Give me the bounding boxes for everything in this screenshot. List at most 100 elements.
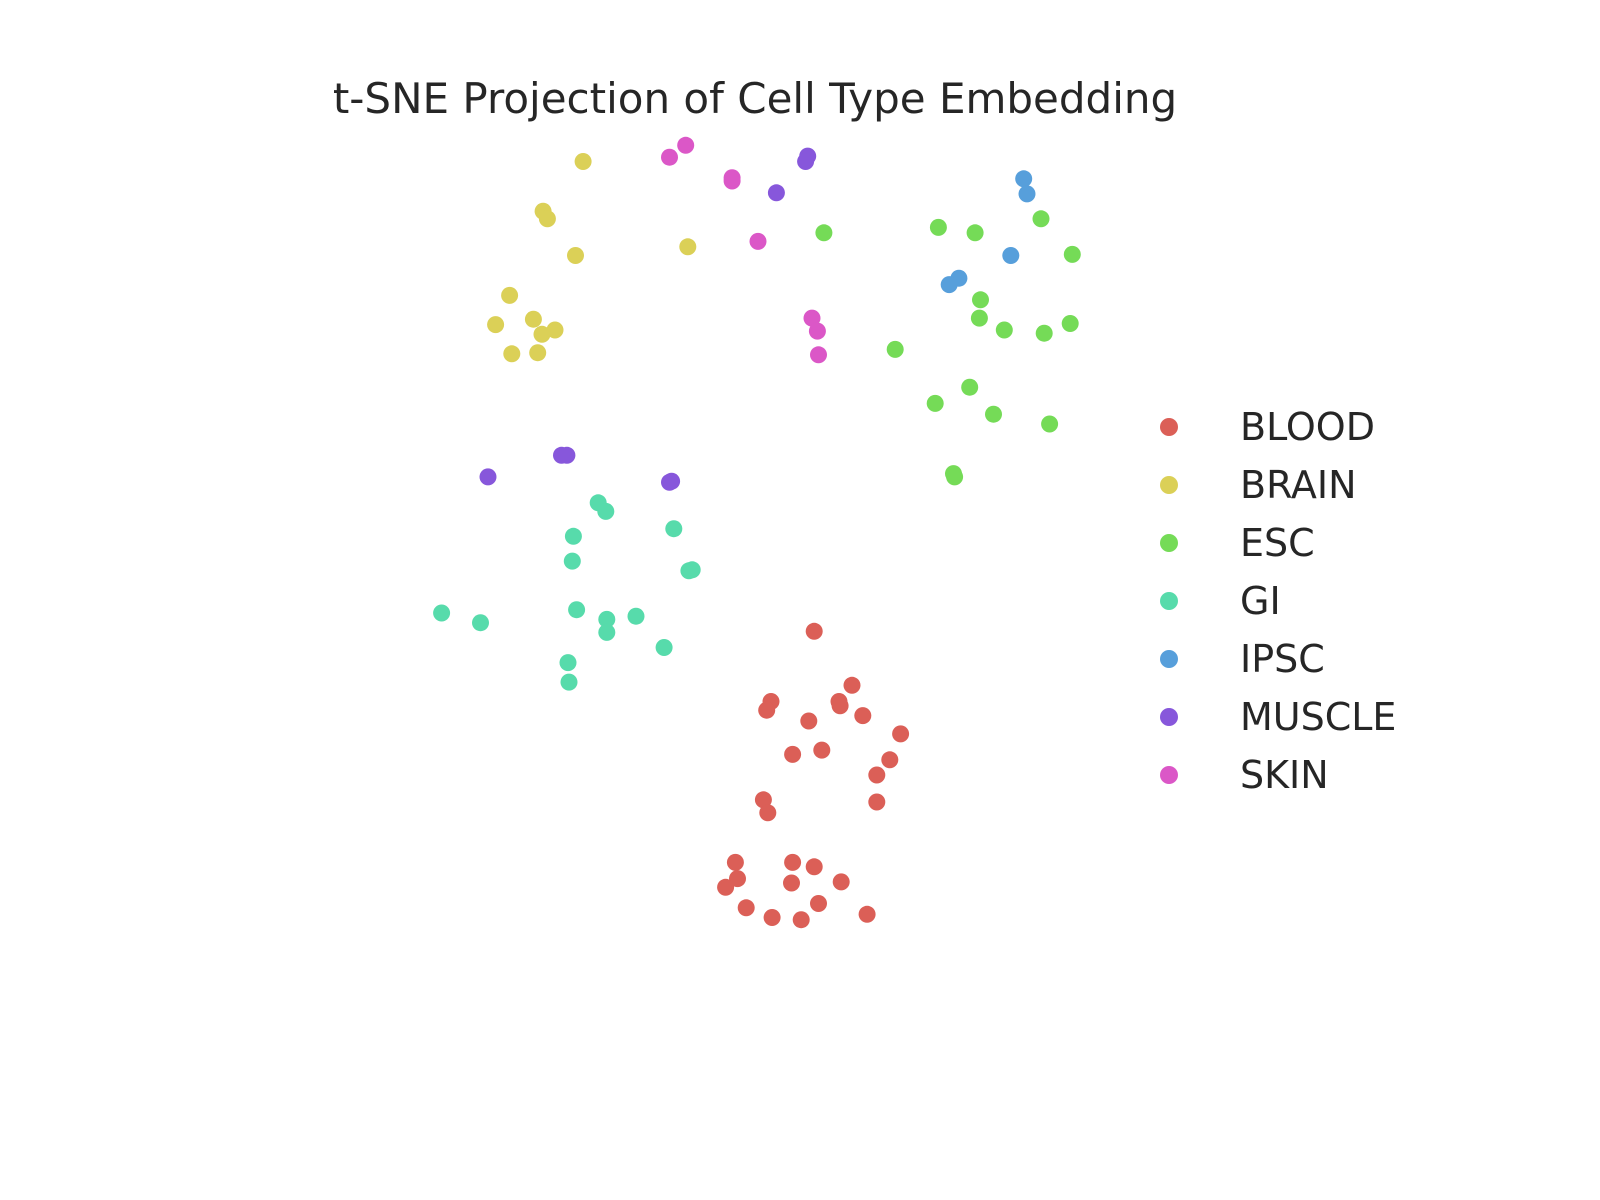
point-gi-4 [563, 552, 581, 570]
point-gi-11 [627, 607, 645, 625]
legend-marker-esc [1160, 534, 1178, 552]
series-blood [717, 622, 910, 929]
point-gi-14 [559, 654, 577, 672]
chart-title: t-SNE Projection of Cell Type Embedding [332, 74, 1178, 123]
point-blood-19 [832, 873, 850, 891]
legend-marker-muscle [1160, 708, 1178, 726]
legend-marker-skin [1160, 766, 1178, 784]
point-blood-22 [783, 874, 800, 892]
point-skin-4 [749, 232, 767, 250]
point-gi-7 [433, 604, 451, 622]
point-blood-13 [754, 791, 772, 809]
series-muscle [479, 147, 817, 491]
point-blood-1 [843, 676, 861, 694]
point-blood-12 [868, 766, 886, 784]
legend-item-muscle: MUSCLE [1160, 688, 1396, 746]
point-brain-6 [487, 316, 505, 334]
point-muscle-5 [479, 468, 497, 486]
point-muscle-7 [661, 473, 678, 491]
point-blood-9 [784, 745, 802, 763]
legend-item-gi: GI [1160, 572, 1396, 630]
legend-item-skin: SKIN [1160, 746, 1396, 804]
legend-label-gi: GI [1240, 579, 1281, 623]
legend-marker-gi [1160, 592, 1178, 610]
point-esc-12 [926, 394, 944, 412]
point-blood-25 [763, 909, 781, 926]
point-esc-13 [985, 405, 1002, 423]
point-esc-11 [961, 378, 979, 396]
legend-label-esc: ESC [1240, 521, 1315, 565]
point-esc-1 [929, 218, 947, 236]
point-brain-8 [533, 325, 551, 343]
point-blood-14 [759, 804, 777, 822]
point-muscle-4 [558, 446, 576, 464]
point-blood-20 [729, 870, 746, 888]
point-esc-8 [1061, 315, 1079, 332]
series-skin [661, 136, 827, 364]
point-gi-8 [472, 614, 489, 632]
point-muscle-2 [767, 184, 785, 202]
point-esc-6 [970, 309, 988, 327]
point-gi-9 [568, 601, 586, 619]
point-esc-7 [995, 321, 1013, 339]
point-blood-17 [784, 853, 802, 871]
point-skin-7 [810, 346, 827, 364]
point-brain-3 [567, 247, 584, 264]
legend-item-ipsc: IPSC [1160, 630, 1396, 688]
legend-item-blood: BLOOD [1160, 398, 1396, 456]
point-brain-5 [501, 286, 519, 304]
series-esc [815, 210, 1081, 486]
legend-label-brain: BRAIN [1240, 463, 1357, 507]
point-blood-26 [792, 911, 810, 929]
point-esc-5 [972, 291, 989, 309]
point-ipsc-2 [1002, 247, 1020, 264]
point-esc-9 [1035, 324, 1053, 342]
point-blood-6 [831, 697, 849, 715]
point-esc-4 [1063, 245, 1081, 263]
point-ipsc-1 [1018, 185, 1036, 203]
legend-marker-brain [1160, 476, 1178, 494]
legend-item-esc: ESC [1160, 514, 1396, 572]
point-gi-10 [598, 610, 616, 628]
point-muscle-1 [797, 153, 815, 170]
point-blood-21 [717, 878, 735, 896]
point-esc-10 [886, 340, 904, 358]
point-blood-23 [810, 895, 827, 912]
legend-label-ipsc: IPSC [1240, 637, 1325, 681]
point-esc-3 [1032, 210, 1050, 228]
point-blood-18 [805, 858, 823, 876]
series-brain [487, 153, 697, 363]
point-blood-7 [854, 707, 872, 725]
point-blood-8 [892, 725, 910, 743]
point-gi-3 [564, 527, 582, 545]
point-blood-3 [758, 701, 776, 719]
point-gi-12 [598, 623, 616, 641]
legend-label-muscle: MUSCLE [1240, 695, 1397, 739]
point-ipsc-4 [940, 276, 958, 294]
point-ipsc-0 [1015, 170, 1033, 188]
point-skin-0 [677, 136, 695, 154]
point-skin-5 [803, 309, 821, 327]
point-blood-0 [805, 622, 823, 640]
point-brain-10 [503, 345, 521, 363]
point-esc-14 [1041, 415, 1059, 433]
point-blood-24 [737, 899, 755, 917]
point-brain-2 [538, 210, 556, 228]
point-skin-6 [808, 322, 826, 340]
legend-marker-blood [1160, 418, 1178, 436]
point-blood-15 [868, 793, 886, 811]
point-esc-16 [946, 468, 964, 486]
point-blood-27 [858, 905, 876, 923]
legend-item-brain: BRAIN [1160, 456, 1396, 514]
series-ipsc [940, 170, 1036, 294]
point-blood-11 [881, 751, 899, 769]
point-gi-13 [655, 639, 673, 656]
legend-label-skin: SKIN [1240, 753, 1329, 797]
series-gi [433, 494, 701, 691]
point-blood-16 [726, 853, 744, 871]
legend-label-blood: BLOOD [1240, 405, 1375, 449]
legend: BLOOD BRAIN ESC GI IPSC MUSCLE SKIN [1160, 398, 1396, 804]
point-brain-0 [574, 153, 592, 170]
point-gi-15 [560, 673, 578, 691]
